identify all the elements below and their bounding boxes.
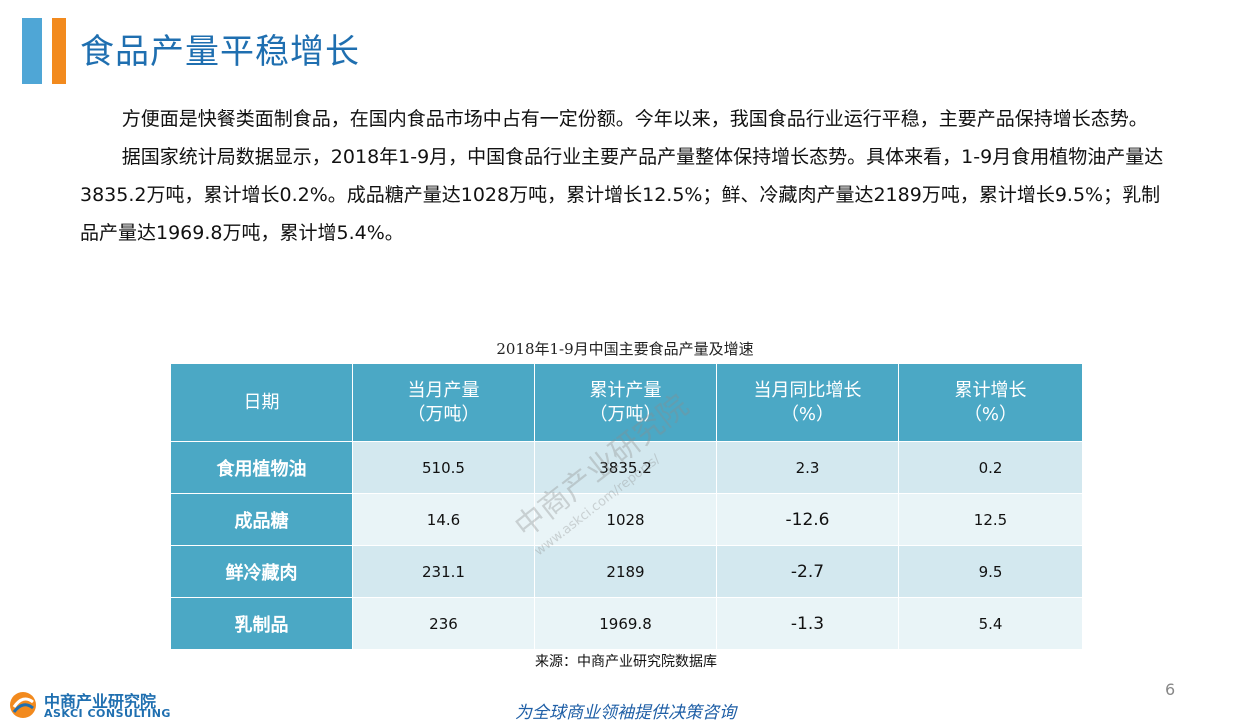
header-unit: （万吨） bbox=[407, 403, 480, 425]
cumulative-growth-cell: 0.2 bbox=[898, 441, 1083, 494]
monthly-growth-cell: -12.6 bbox=[716, 493, 899, 546]
header-unit: （%） bbox=[963, 403, 1018, 425]
table-row: 乳制品 236 1969.8 -1.3 5.4 bbox=[170, 597, 1083, 650]
row-label: 食用植物油 bbox=[170, 441, 353, 494]
header-label: 当月同比增长 bbox=[753, 379, 862, 401]
monthly-output-cell: 231.1 bbox=[352, 545, 535, 598]
monthly-growth-cell: -1.3 bbox=[716, 597, 899, 650]
footer-slogan: 为全球商业领袖提供决策咨询 bbox=[515, 703, 736, 723]
title-accent-bar-blue bbox=[22, 18, 42, 84]
header-unit: （%） bbox=[780, 403, 835, 425]
title-accent-bar-orange bbox=[52, 18, 66, 84]
logo-text-cn: 中商产业研究院 bbox=[44, 692, 157, 711]
cumulative-growth-cell: 5.4 bbox=[898, 597, 1083, 650]
cumulative-output-cell: 3835.2 bbox=[534, 441, 717, 494]
cumulative-output-cell: 1969.8 bbox=[534, 597, 717, 650]
page-title: 食品产量平稳增长 bbox=[80, 32, 360, 72]
table-caption: 2018年1-9月中国主要食品产量及增速 bbox=[496, 340, 754, 358]
header-cumulative-growth: 累计增长 （%） bbox=[898, 363, 1083, 442]
logo-mark-icon bbox=[10, 692, 36, 718]
header-cumulative-output: 累计产量 （万吨） bbox=[534, 363, 717, 442]
table-source: 来源：中商产业研究院数据库 bbox=[535, 654, 717, 670]
table-row: 食用植物油 510.5 3835.2 2.3 0.2 bbox=[170, 441, 1083, 494]
monthly-growth-cell: 2.3 bbox=[716, 441, 899, 494]
header-monthly-output: 当月产量 （万吨） bbox=[352, 363, 535, 442]
header-date: 日期 bbox=[170, 363, 353, 442]
body-text: 方便面是快餐类面制食品，在国内食品市场中占有一定份额。今年以来，我国食品行业运行… bbox=[80, 100, 1175, 252]
page-number: 6 bbox=[1165, 680, 1176, 699]
monthly-output-cell: 14.6 bbox=[352, 493, 535, 546]
monthly-output-cell: 236 bbox=[352, 597, 535, 650]
production-table: 日期 当月产量 （万吨） 累计产量 （万吨） 当月同比增长 （%） 累计增长 （… bbox=[170, 363, 1083, 650]
cumulative-growth-cell: 9.5 bbox=[898, 545, 1083, 598]
header-monthly-yoy-growth: 当月同比增长 （%） bbox=[716, 363, 899, 442]
row-label: 乳制品 bbox=[170, 597, 353, 650]
paragraph-1: 方便面是快餐类面制食品，在国内食品市场中占有一定份额。今年以来，我国食品行业运行… bbox=[121, 108, 1148, 130]
logo-text-en: ASKCI CONSULTING bbox=[44, 707, 171, 720]
table-header-row: 日期 当月产量 （万吨） 累计产量 （万吨） 当月同比增长 （%） 累计增长 （… bbox=[170, 363, 1083, 442]
paragraph-2: 据国家统计局数据显示，2018年1-9月，中国食品行业主要产品产量整体保持增长态… bbox=[80, 146, 1164, 244]
header-unit: （万吨） bbox=[589, 403, 662, 425]
company-logo: 中商产业研究院 ASKCI CONSULTING bbox=[8, 688, 178, 724]
cumulative-growth-cell: 12.5 bbox=[898, 493, 1083, 546]
cumulative-output-cell: 2189 bbox=[534, 545, 717, 598]
monthly-output-cell: 510.5 bbox=[352, 441, 535, 494]
row-label: 鲜冷藏肉 bbox=[170, 545, 353, 598]
header-label: 累计增长 bbox=[954, 379, 1027, 401]
monthly-growth-cell: -2.7 bbox=[716, 545, 899, 598]
header-date-label: 日期 bbox=[243, 391, 280, 413]
table-row: 成品糖 14.6 1028 -12.6 12.5 bbox=[170, 493, 1083, 546]
header-label: 累计产量 bbox=[589, 379, 662, 401]
table-row: 鲜冷藏肉 231.1 2189 -2.7 9.5 bbox=[170, 545, 1083, 598]
row-label: 成品糖 bbox=[170, 493, 353, 546]
header-label: 当月产量 bbox=[407, 379, 480, 401]
cumulative-output-cell: 1028 bbox=[534, 493, 717, 546]
